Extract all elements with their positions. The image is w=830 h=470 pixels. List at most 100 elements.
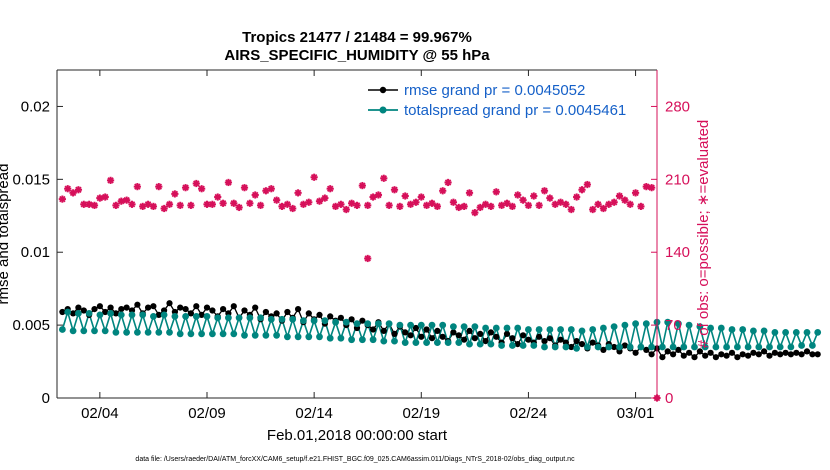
obs-point xyxy=(541,187,548,195)
totalspread-point xyxy=(450,323,457,330)
obs-point xyxy=(626,201,634,208)
legend-spread-marker xyxy=(379,106,387,114)
rmse-point xyxy=(750,349,757,356)
rmse-point xyxy=(798,351,805,358)
totalspread-point xyxy=(503,324,511,332)
obs-point xyxy=(600,205,607,212)
obs-point xyxy=(578,186,586,193)
totalspread-point xyxy=(664,318,672,326)
rmse-point xyxy=(755,351,762,358)
y2-tick-label: 70 xyxy=(665,317,682,334)
obs-point xyxy=(337,201,345,208)
totalspread-point xyxy=(680,343,688,351)
totalspread-point xyxy=(69,327,77,335)
totalspread-point xyxy=(525,326,532,333)
totalspread-point xyxy=(669,343,677,351)
x-tick-label: 02/09 xyxy=(188,405,226,422)
obs-point xyxy=(546,194,554,202)
totalspread-point xyxy=(626,343,634,351)
rmse-point xyxy=(75,304,82,311)
obs-point xyxy=(460,203,468,210)
totalspread-point xyxy=(64,308,72,316)
totalspread-point xyxy=(498,342,505,349)
rmse-point xyxy=(573,338,580,345)
totalspread-point xyxy=(300,317,307,325)
totalspread-point xyxy=(316,333,323,341)
obs-point xyxy=(310,174,318,181)
rmse-point xyxy=(102,308,109,316)
totalspread-point xyxy=(326,334,334,342)
totalspread-point xyxy=(509,342,516,349)
totalspread-point xyxy=(755,343,763,351)
obs-point xyxy=(166,201,173,208)
obs-point xyxy=(187,202,195,209)
rmse-point xyxy=(466,327,473,334)
chart-subtitle: AIRS_SPECIFIC_HUMIDITY @ 55 hPa xyxy=(224,47,490,64)
rmse-point xyxy=(273,310,280,317)
obs-point xyxy=(471,209,479,216)
rmse-point xyxy=(734,354,741,361)
totalspread-point xyxy=(739,326,747,333)
rmse-point xyxy=(220,306,227,313)
rmse-point xyxy=(675,346,682,353)
rmse-point xyxy=(59,308,66,316)
totalspread-point xyxy=(353,320,361,328)
obs-point xyxy=(353,202,361,209)
obs-point xyxy=(385,202,393,209)
totalspread-point xyxy=(648,343,655,351)
rmse-point xyxy=(455,332,462,339)
obs-point xyxy=(134,183,141,190)
obs-point xyxy=(294,189,302,197)
obs-point xyxy=(305,199,313,206)
x-tick-label: 02/19 xyxy=(403,405,441,422)
totalspread-point xyxy=(466,340,473,348)
obs-point xyxy=(241,184,248,191)
obs-point xyxy=(439,187,446,195)
totalspread-point xyxy=(305,333,313,341)
rmse-markers xyxy=(59,300,821,361)
rmse-point xyxy=(793,349,800,356)
rmse-point xyxy=(766,352,773,359)
rmse-point xyxy=(686,349,693,356)
totalspread-point xyxy=(417,321,425,329)
totalspread-point xyxy=(225,314,232,322)
obs-point xyxy=(69,189,77,197)
totalspread-point xyxy=(144,329,152,336)
totalspread-point xyxy=(723,343,730,351)
rmse-point xyxy=(659,354,666,361)
rmse-point xyxy=(707,349,714,356)
totalspread-point xyxy=(744,343,752,351)
obs-point xyxy=(96,194,104,202)
obs-point xyxy=(637,203,645,210)
rmse-point xyxy=(145,304,152,311)
obs-point xyxy=(251,191,259,199)
totalspread-point xyxy=(573,345,580,352)
totalspread-point xyxy=(578,327,586,335)
obs-point xyxy=(107,177,114,184)
rmse-point xyxy=(150,303,157,310)
totalspread-point xyxy=(776,343,784,351)
totalspread-point xyxy=(637,343,645,351)
obs-point xyxy=(364,202,371,209)
totalspread-point xyxy=(187,330,195,338)
rmse-point xyxy=(557,336,564,343)
rmse-point xyxy=(418,333,425,340)
totalspread-point xyxy=(401,339,409,346)
totalspread-point xyxy=(369,336,377,344)
rmse-point xyxy=(123,304,130,311)
rmse-point xyxy=(809,351,816,358)
obs-point xyxy=(359,182,366,189)
totalspread-point xyxy=(567,326,575,333)
totalspread-point xyxy=(171,313,179,320)
rmse-point xyxy=(380,327,387,334)
rmse-point xyxy=(434,327,441,334)
rmse-point xyxy=(536,333,543,340)
obs-point xyxy=(648,184,655,191)
totalspread-point xyxy=(262,331,270,339)
rmse-point xyxy=(482,338,489,345)
rmse-point xyxy=(621,342,629,349)
obs-point xyxy=(326,185,334,192)
totalspread-point xyxy=(482,324,489,332)
rmse-point xyxy=(471,335,478,342)
